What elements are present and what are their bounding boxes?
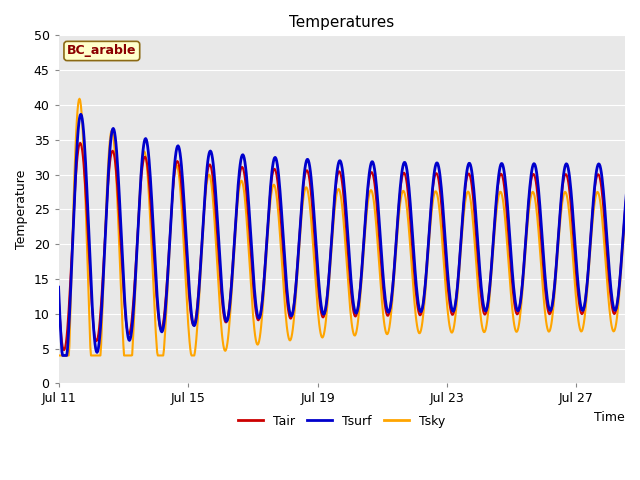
Y-axis label: Temperature: Temperature	[15, 169, 28, 249]
Legend: Tair, Tsurf, Tsky: Tair, Tsurf, Tsky	[233, 410, 451, 433]
X-axis label: Time: Time	[595, 411, 625, 424]
Text: BC_arable: BC_arable	[67, 45, 136, 58]
Title: Temperatures: Temperatures	[289, 15, 394, 30]
